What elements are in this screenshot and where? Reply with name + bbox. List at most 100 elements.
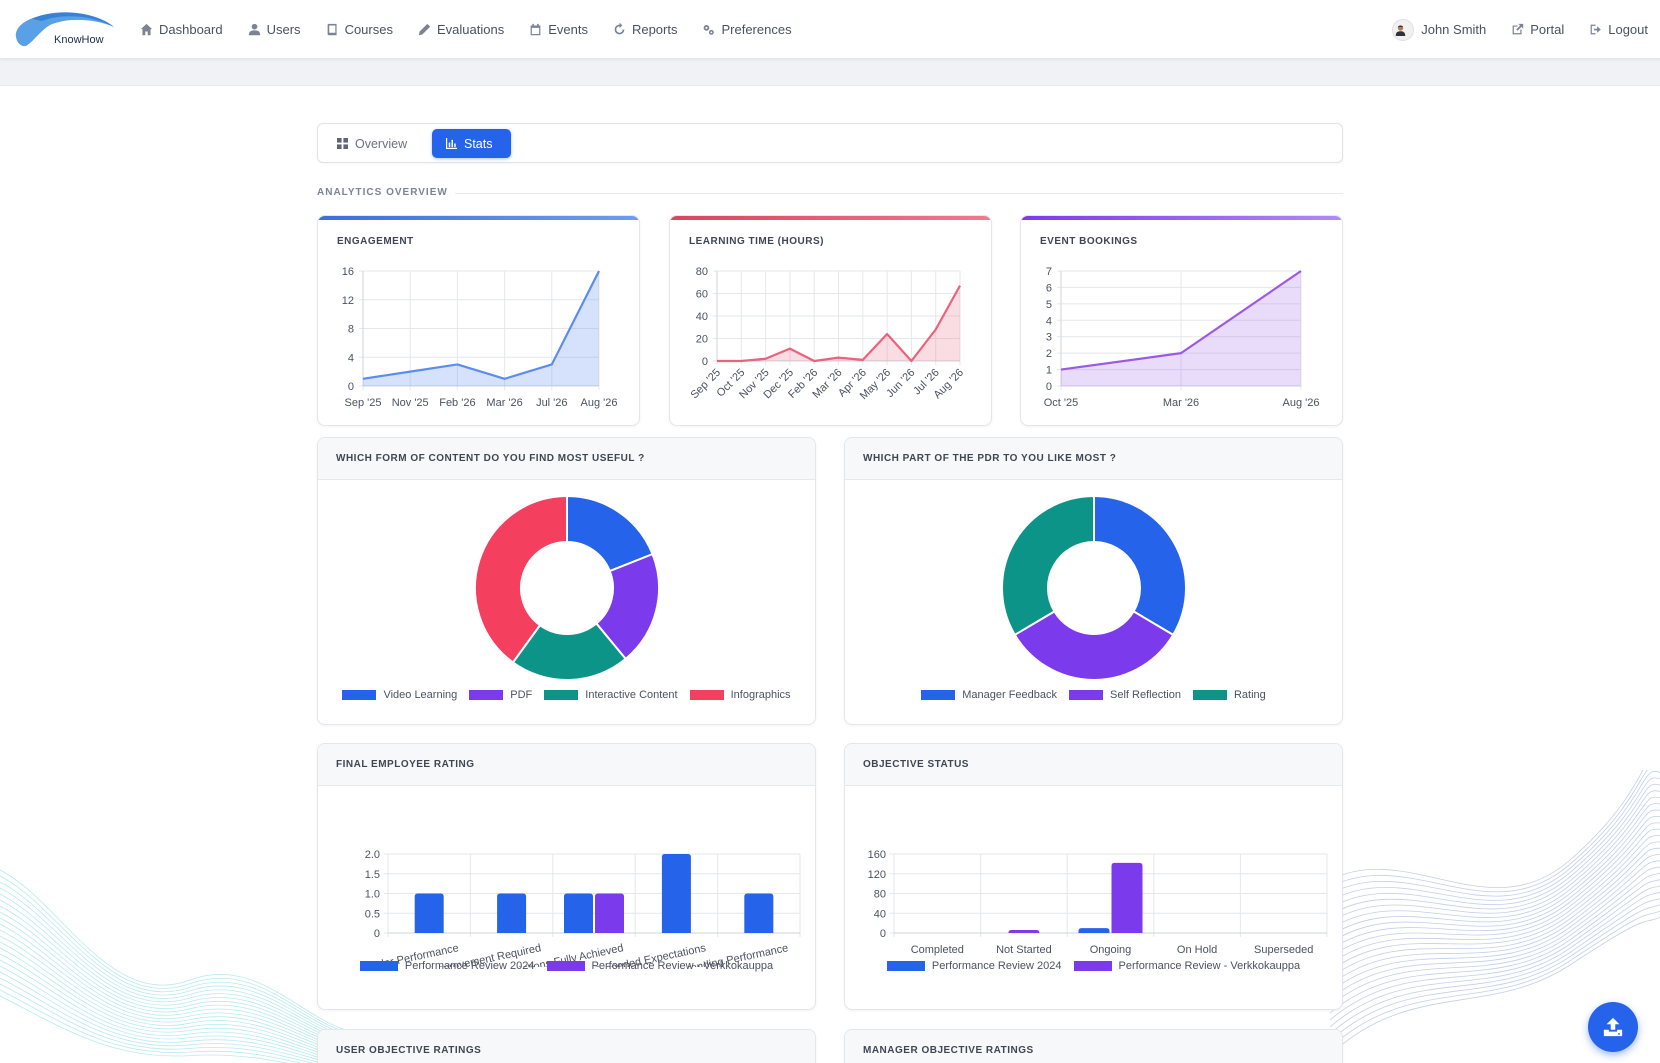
x-tick-label: Feb '26 bbox=[439, 397, 475, 409]
tab-stats[interactable]: Stats bbox=[432, 129, 511, 158]
legend-swatch bbox=[359, 961, 398, 971]
legend-label: Performance Review 2024 bbox=[404, 960, 535, 972]
wave-line bbox=[1330, 898, 1660, 1035]
legend-item[interactable]: Performance Review - Verkkokauppa bbox=[1073, 960, 1301, 972]
legend-label: Performance Review - Verkkokauppa bbox=[1118, 960, 1301, 972]
y-tick-label: 0.5 bbox=[365, 908, 380, 920]
wave-line bbox=[0, 875, 380, 1036]
legend-item[interactable]: Performance Review 2024 bbox=[886, 960, 1062, 972]
nav-dashboard[interactable]: Dashboard bbox=[140, 22, 223, 37]
x-tick-label: Mar '26 bbox=[1163, 397, 1199, 409]
legend-item[interactable]: Manager Feedback bbox=[921, 689, 1057, 701]
wave-line bbox=[1330, 904, 1660, 1042]
y-tick-label: 40 bbox=[696, 311, 708, 323]
y-tick-label: 8 bbox=[348, 324, 354, 336]
nav-dashboard-label: Dashboard bbox=[159, 22, 223, 37]
nav-logout[interactable]: Logout bbox=[1589, 22, 1648, 37]
nav-portal[interactable]: Portal bbox=[1511, 22, 1564, 37]
content-form-title: WHICH FORM OF CONTENT DO YOU FIND MOST U… bbox=[318, 438, 815, 480]
legend-item[interactable]: Infographics bbox=[689, 689, 791, 701]
y-tick-label: 1 bbox=[1046, 365, 1052, 377]
y-tick-label: 3 bbox=[1046, 332, 1052, 344]
legend-label: Interactive Content bbox=[585, 689, 678, 701]
logo-text: KnowHow bbox=[54, 34, 104, 46]
nav-evaluations[interactable]: Evaluations bbox=[418, 22, 504, 37]
objective-status-chart: 0 40 80 120 160 Completed Not Started Ongoing On… bbox=[868, 849, 1328, 956]
x-tick-label: Not Started bbox=[996, 944, 1052, 956]
card-accent bbox=[1021, 216, 1342, 220]
nav-users[interactable]: Users bbox=[248, 22, 301, 37]
legend-label: Rating bbox=[1233, 689, 1266, 701]
legend-swatch bbox=[544, 690, 579, 700]
event-bookings-title: EVENT BOOKINGS bbox=[1040, 236, 1138, 247]
bar bbox=[1111, 862, 1143, 933]
pdr-donut bbox=[1001, 494, 1187, 681]
wave-line bbox=[1330, 917, 1660, 1056]
nav-reports[interactable]: Reports bbox=[613, 22, 677, 37]
wave-line bbox=[1330, 770, 1648, 893]
legend-label: PDF bbox=[510, 689, 533, 701]
content-form-panel: WHICH FORM OF CONTENT DO YOU FIND MOST U… bbox=[317, 437, 816, 725]
y-tick-label: 80 bbox=[874, 889, 886, 901]
x-tick-label: Superseded bbox=[1254, 944, 1313, 956]
legend-item[interactable]: Interactive Content bbox=[544, 689, 678, 701]
bar bbox=[744, 893, 774, 933]
knowhow-logo[interactable]: KnowHow bbox=[12, 7, 116, 51]
wave-line bbox=[1330, 828, 1660, 958]
objective-status-panel: OBJECTIVE STATUS 0 40 80 120 160 Completed Not… bbox=[844, 743, 1343, 1010]
wave-line bbox=[1330, 809, 1660, 937]
x-tick-label: Mar '26 bbox=[486, 397, 522, 409]
nav-courses[interactable]: Courses bbox=[326, 22, 393, 37]
user-menu[interactable]: John Smith bbox=[1392, 18, 1486, 41]
x-tick-label: Aug '26 bbox=[1283, 397, 1320, 409]
wave-line bbox=[0, 977, 323, 1063]
pdr-legend: Manager Feedback Self Reflection Rating bbox=[845, 689, 1342, 701]
y-tick-label: 0 bbox=[374, 928, 380, 940]
wave-line bbox=[1330, 841, 1660, 972]
wave-line bbox=[1330, 891, 1660, 1028]
bar bbox=[414, 893, 444, 933]
avatar bbox=[1392, 18, 1415, 41]
wave-line bbox=[1330, 847, 1660, 979]
decorative-waves-right bbox=[1330, 770, 1660, 1056]
wave-line bbox=[1330, 771, 1660, 897]
legend-swatch bbox=[1192, 690, 1227, 700]
x-tick-label: On Hold bbox=[1177, 944, 1217, 956]
donut-slice bbox=[1093, 494, 1187, 637]
legend-item[interactable]: Video Learning bbox=[342, 689, 457, 701]
nav-preferences[interactable]: Preferences bbox=[702, 22, 792, 37]
x-tick-label: Completed bbox=[911, 944, 964, 956]
y-tick-label: 7 bbox=[1046, 266, 1052, 278]
legend-item[interactable]: Performance Review 2024 bbox=[359, 960, 535, 972]
y-tick-label: 4 bbox=[1046, 315, 1052, 327]
legend-item[interactable]: Rating bbox=[1192, 689, 1266, 701]
y-tick-label: 1.5 bbox=[365, 869, 380, 881]
legend-swatch bbox=[342, 690, 377, 700]
bar-chart-icon bbox=[446, 138, 457, 149]
bar bbox=[497, 893, 527, 933]
legend-item[interactable]: PDF bbox=[469, 689, 532, 701]
x-tick-label: Jul '26 bbox=[536, 397, 567, 409]
legend-item[interactable]: Performance Review - Verkkokauppa bbox=[546, 960, 773, 972]
nav-events[interactable]: Events bbox=[529, 22, 588, 37]
nav-preferences-label: Preferences bbox=[721, 22, 792, 37]
upload-icon bbox=[1603, 1017, 1623, 1037]
legend-label: Video Learning bbox=[383, 689, 458, 701]
donut-slice bbox=[1001, 494, 1095, 637]
calendar-icon bbox=[530, 23, 541, 36]
upload-button[interactable] bbox=[1588, 1002, 1638, 1052]
series-area bbox=[363, 271, 599, 386]
wave-line bbox=[0, 995, 289, 1063]
tab-overview[interactable]: Overview bbox=[323, 129, 425, 158]
secondary-bar bbox=[0, 59, 1660, 86]
card-accent bbox=[318, 216, 639, 220]
y-tick-label: 1.0 bbox=[365, 889, 380, 901]
grid-icon bbox=[337, 138, 348, 149]
legend-item[interactable]: Self Reflection bbox=[1069, 689, 1181, 701]
wave-line bbox=[1330, 873, 1660, 1007]
legend-swatch bbox=[689, 690, 724, 700]
user-nav: John Smith Portal Logout bbox=[1367, 0, 1648, 59]
y-tick-label: 2.0 bbox=[365, 849, 380, 861]
legend-label: Manager Feedback bbox=[962, 689, 1058, 701]
bar bbox=[595, 893, 624, 933]
